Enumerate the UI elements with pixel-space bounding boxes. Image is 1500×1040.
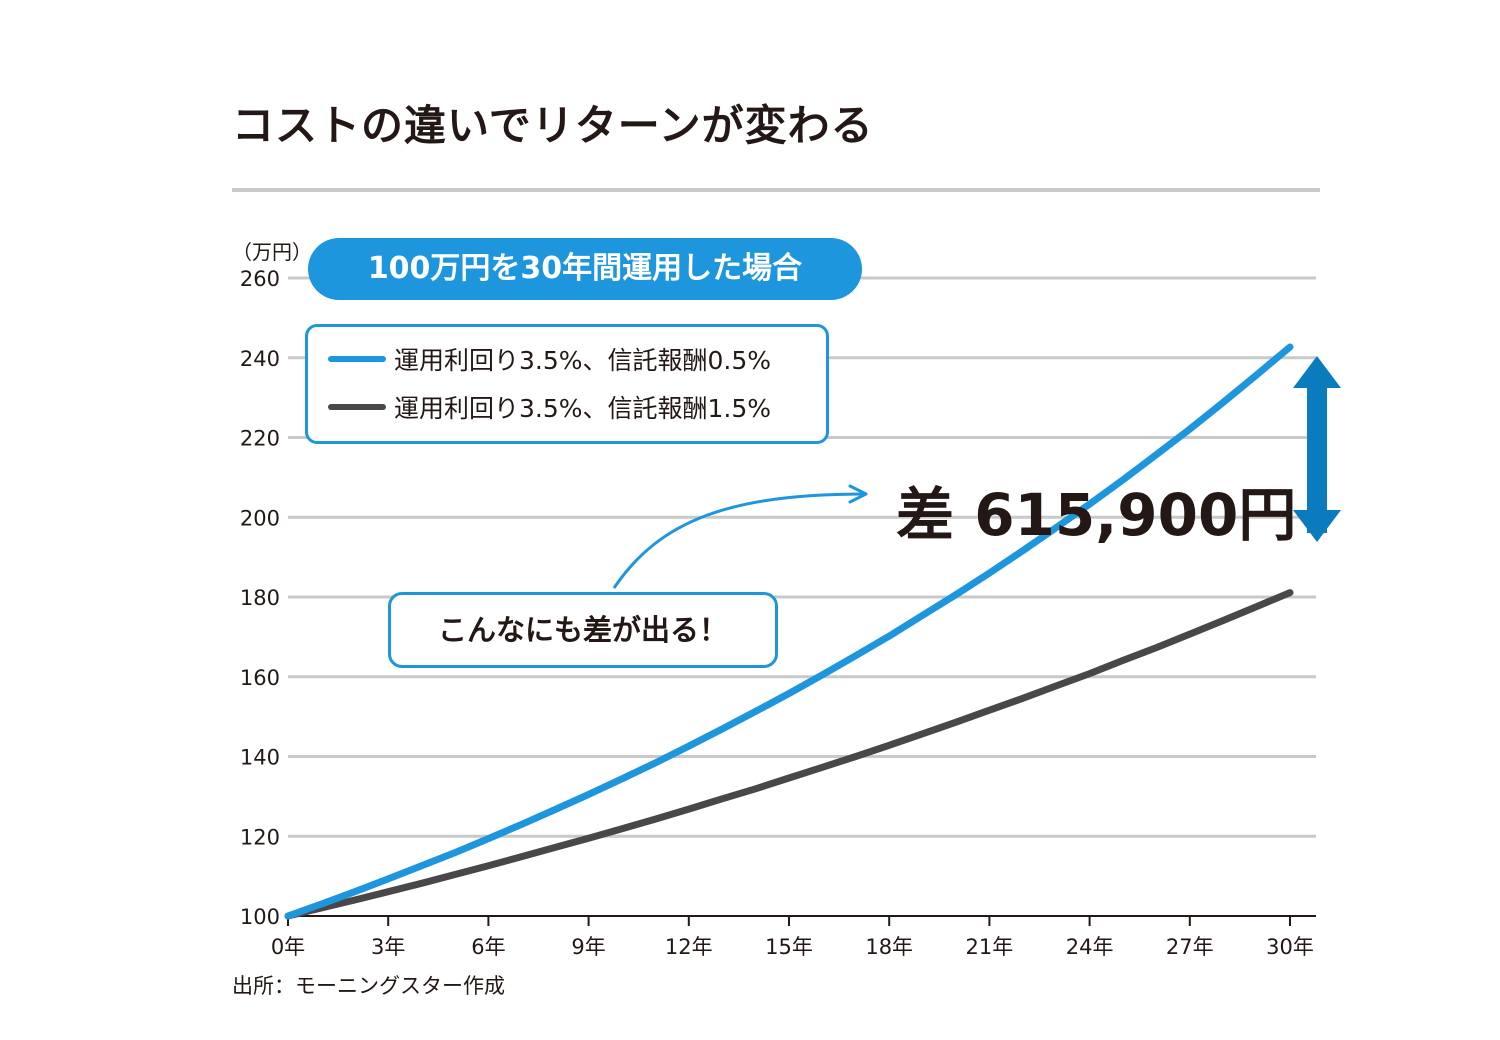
x-axis: 0年 3年 6年 9年 12年 15年 18年 21年 24年 27年 30年 xyxy=(271,915,1316,959)
legend: 運用利回り3.5%、信託報酬0.5% 運用利回り3.5%、信託報酬1.5% xyxy=(305,324,829,444)
chart-title: コストの違いでリターンが変わる xyxy=(232,101,874,150)
y-axis-unit-label: （万円） xyxy=(232,240,312,264)
y-tick-label-200: 200 xyxy=(240,506,280,530)
x-tick-label-6: 18年 xyxy=(865,935,913,959)
legend-item-low-fee: 運用利回り3.5%、信託報酬0.5% xyxy=(328,339,771,379)
y-axis-ticks: 100 120 140 160 180 200 220 240 260 xyxy=(240,267,280,929)
x-tick-label-3: 9年 xyxy=(571,935,605,959)
legend-label-low-fee: 運用利回り3.5%、信託報酬0.5% xyxy=(394,346,772,375)
difference-label: 差 615,900円 xyxy=(896,481,1297,549)
x-tick-label-9: 27年 xyxy=(1166,935,1214,959)
y-tick-label-160: 160 xyxy=(240,666,280,690)
x-tick-label-0: 0年 xyxy=(271,935,305,959)
x-tick-label-10: 30年 xyxy=(1266,935,1314,959)
y-tick-label-180: 180 xyxy=(240,586,280,610)
y-tick-label-100: 100 xyxy=(240,905,280,929)
callout-arrow xyxy=(612,484,868,589)
y-tick-label-260: 260 xyxy=(240,267,280,291)
scenario-banner: 100万円を30年間運用した場合 xyxy=(308,238,862,300)
legend-label-high-fee: 運用利回り3.5%、信託報酬1.5% xyxy=(394,394,772,423)
x-tick-label-4: 12年 xyxy=(665,935,713,959)
x-tick-label-5: 15年 xyxy=(765,935,813,959)
difference-double-arrow xyxy=(1293,356,1341,542)
y-tick-label-120: 120 xyxy=(240,825,280,849)
series-line-1 xyxy=(284,589,1294,920)
y-tick-label-240: 240 xyxy=(240,347,280,371)
title-divider xyxy=(232,188,1320,192)
legend-swatch-low-fee xyxy=(328,356,386,362)
legend-swatch-high-fee xyxy=(328,404,386,410)
source-note: 出所：モーニングスター作成 xyxy=(232,974,505,998)
y-tick-label-140: 140 xyxy=(240,746,280,770)
callout-box: こんなにも差が出る！ xyxy=(388,592,778,668)
x-tick-label-1: 3年 xyxy=(371,935,405,959)
y-tick-label-220: 220 xyxy=(240,427,280,451)
x-tick-label-8: 24年 xyxy=(1066,935,1114,959)
series-line-0 xyxy=(284,343,1294,920)
x-tick-label-7: 21年 xyxy=(966,935,1014,959)
legend-item-high-fee: 運用利回り3.5%、信託報酬1.5% xyxy=(328,387,771,427)
x-tick-label-2: 6年 xyxy=(471,935,505,959)
series-lines xyxy=(284,343,1294,920)
